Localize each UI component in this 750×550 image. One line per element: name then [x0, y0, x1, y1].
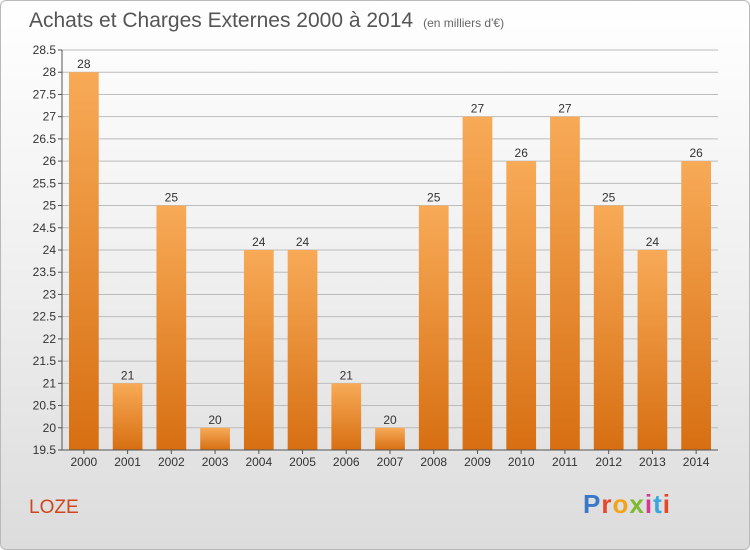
x-tick-label: 2007 — [377, 455, 404, 469]
bar — [506, 161, 537, 450]
bar — [462, 116, 493, 451]
y-tick-label: 22 — [43, 332, 57, 346]
data-label: 21 — [340, 368, 354, 382]
logo-letter: P — [583, 489, 602, 519]
x-tick-label: 2009 — [464, 455, 491, 469]
bar — [112, 383, 143, 450]
x-tick-label: 2003 — [202, 455, 229, 469]
y-tick-label: 21.5 — [33, 354, 57, 368]
data-label: 20 — [383, 413, 397, 427]
bar — [200, 427, 230, 450]
x-tick-label: 2013 — [639, 455, 666, 469]
data-label: 25 — [602, 191, 616, 205]
chart-title-text: Achats et Charges Externes 2000 à 2014 — [29, 9, 414, 32]
bar — [156, 205, 187, 450]
bar — [681, 161, 712, 450]
logo-letter: r — [601, 489, 613, 519]
y-tick-label: 25.5 — [33, 176, 57, 190]
bar — [375, 427, 405, 450]
logo-letter: o — [612, 489, 630, 519]
data-label: 20 — [208, 413, 222, 427]
data-label: 27 — [471, 102, 485, 116]
x-tick-label: 2012 — [595, 455, 622, 469]
data-label: 26 — [515, 146, 529, 160]
x-tick-label: 2010 — [508, 455, 535, 469]
bar — [243, 250, 274, 450]
x-tick-label: 2011 — [552, 455, 578, 469]
logo-letter: x — [629, 489, 645, 519]
x-tick-label: 2002 — [158, 455, 185, 469]
data-label: 24 — [646, 235, 660, 249]
data-label: 24 — [296, 235, 310, 249]
data-label: 25 — [427, 191, 441, 205]
data-label: 21 — [121, 368, 135, 382]
y-tick-label: 26.5 — [33, 132, 57, 146]
bar — [418, 205, 449, 450]
x-tick-label: 2006 — [333, 455, 360, 469]
y-tick-label: 28.5 — [33, 43, 57, 57]
x-tick-label: 2001 — [114, 455, 141, 469]
y-tick-label: 28 — [43, 65, 57, 79]
x-tick-label: 2014 — [683, 455, 710, 469]
proxiti-logo: Proxiti — [583, 489, 671, 520]
chart-subtitle: (en milliers d'€) — [423, 16, 505, 30]
y-tick-label: 27 — [43, 110, 57, 124]
x-tick-label: 2004 — [245, 455, 272, 469]
bar — [637, 250, 668, 450]
bar — [287, 250, 318, 450]
logo-letter: t — [653, 489, 663, 519]
bar — [331, 383, 362, 450]
bar — [550, 116, 580, 451]
y-tick-label: 20.5 — [33, 399, 57, 413]
chart-title: Achats et Charges Externes 2000 à 2014 (e… — [29, 9, 504, 33]
y-tick-label: 20 — [43, 421, 57, 435]
bars: 28 21 25 20 24 24 21 20 25 27 26 27 25 24 26 — [68, 57, 712, 451]
x-tick-label: 2005 — [289, 455, 316, 469]
y-tick-label: 21 — [43, 376, 57, 390]
data-label: 24 — [252, 235, 266, 249]
data-label: 25 — [165, 191, 179, 205]
y-tick-label: 23.5 — [33, 265, 57, 279]
logo-letter: i — [662, 489, 671, 519]
logo-letter: i — [644, 489, 654, 519]
y-tick-label: 24 — [43, 243, 57, 257]
y-tick-label: 23 — [43, 287, 57, 301]
x-tick-label: 2000 — [71, 455, 98, 469]
y-tick-label: 27.5 — [33, 87, 57, 101]
y-tick-label: 19.5 — [33, 443, 57, 457]
commune-name: LOZE — [29, 497, 79, 518]
bar — [68, 72, 99, 450]
data-label: 27 — [558, 102, 572, 116]
data-label: 28 — [77, 57, 91, 71]
y-tick-label: 22.5 — [33, 310, 57, 324]
y-tick-label: 26 — [43, 154, 57, 168]
data-label: 26 — [689, 146, 703, 160]
bar — [593, 205, 624, 450]
y-tick-label: 25 — [43, 199, 57, 213]
axes: 19.5 20 20.5 21 21.5 22 22.5 23 23.5 24 24.5 25 25.5… — [33, 43, 718, 469]
x-tick-label: 2008 — [420, 455, 447, 469]
y-tick-label: 24.5 — [33, 221, 57, 235]
